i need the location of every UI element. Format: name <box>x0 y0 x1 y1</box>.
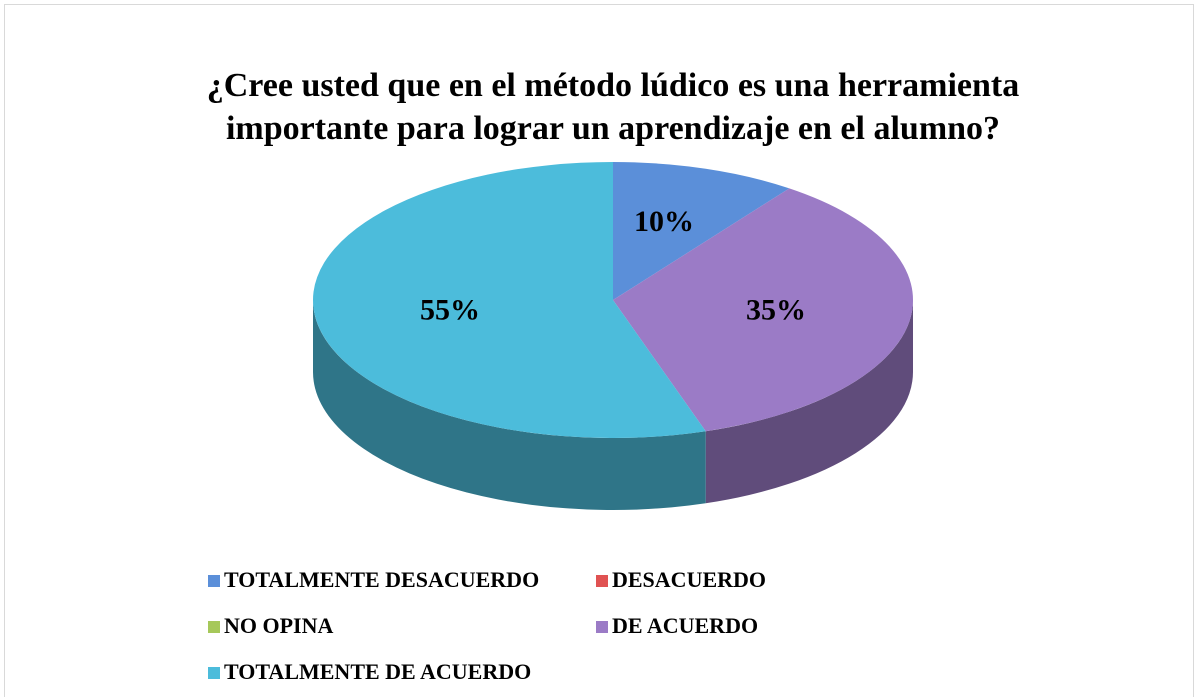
pie-slice-side <box>313 300 706 510</box>
legend-swatch <box>208 575 220 587</box>
chart-title: ¿Cree usted que en el método lúdico es u… <box>206 67 1020 147</box>
pie-slice-side <box>705 300 913 504</box>
legend-label: DESACUERDO <box>612 567 766 592</box>
pie-slice <box>613 188 913 432</box>
legend-label: DE ACUERDO <box>612 613 758 638</box>
pie-slice <box>312 162 706 438</box>
pie-slice <box>613 162 790 300</box>
legend-swatch <box>596 575 608 587</box>
legend-swatch <box>208 621 220 633</box>
data-label: 35% <box>746 293 806 326</box>
data-label: 55% <box>420 293 480 326</box>
chart-frame <box>4 4 1194 697</box>
legend-swatch <box>208 667 220 679</box>
legend-label: TOTALMENTE DESACUERDO <box>224 567 539 592</box>
legend-label: NO OPINA <box>224 613 334 638</box>
data-label: 10% <box>634 205 694 238</box>
legend-label: TOTALMENTE DE ACUERDO <box>224 659 531 684</box>
legend-swatch <box>596 621 608 633</box>
